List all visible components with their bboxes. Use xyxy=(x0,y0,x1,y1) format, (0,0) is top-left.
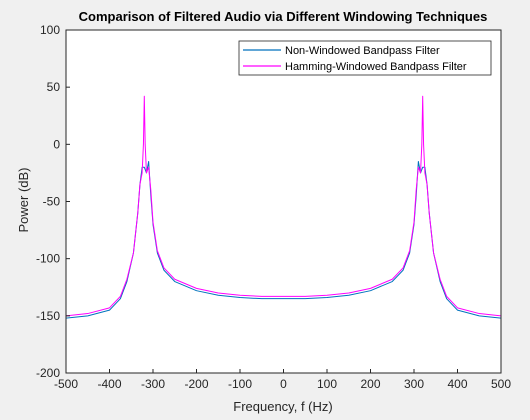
y-tick-label: 100 xyxy=(40,23,60,37)
x-tick-label: -300 xyxy=(141,377,165,391)
x-tick-label: 300 xyxy=(404,377,424,391)
y-tick-label: 0 xyxy=(53,137,60,151)
x-tick-label: 100 xyxy=(317,377,337,391)
y-tick-label: -150 xyxy=(36,309,60,323)
legend-label-hamming: Hamming-Windowed Bandpass Filter xyxy=(285,61,467,73)
y-axis-label: Power (dB) xyxy=(16,167,31,232)
x-tick-label: -200 xyxy=(184,377,208,391)
x-tick-label: -400 xyxy=(97,377,121,391)
x-tick-label: 0 xyxy=(280,377,287,391)
x-tick-label: -100 xyxy=(228,377,252,391)
x-tick-label: 500 xyxy=(491,377,511,391)
legend-label-non-windowed: Non-Windowed Bandpass Filter xyxy=(285,45,440,57)
x-axis-label: Frequency, f (Hz) xyxy=(233,399,332,414)
x-tick-label: 400 xyxy=(447,377,467,391)
y-tick-label: -100 xyxy=(36,252,60,266)
y-tick-label: -50 xyxy=(43,195,61,209)
y-tick-label: -200 xyxy=(36,366,60,380)
legend: Non-Windowed Bandpass Filter Hamming-Win… xyxy=(239,41,491,75)
x-tick-label: 200 xyxy=(360,377,380,391)
y-tick-label: 50 xyxy=(47,80,61,94)
chart-title: Comparison of Filtered Audio via Differe… xyxy=(79,9,488,24)
plot-area xyxy=(66,30,501,373)
